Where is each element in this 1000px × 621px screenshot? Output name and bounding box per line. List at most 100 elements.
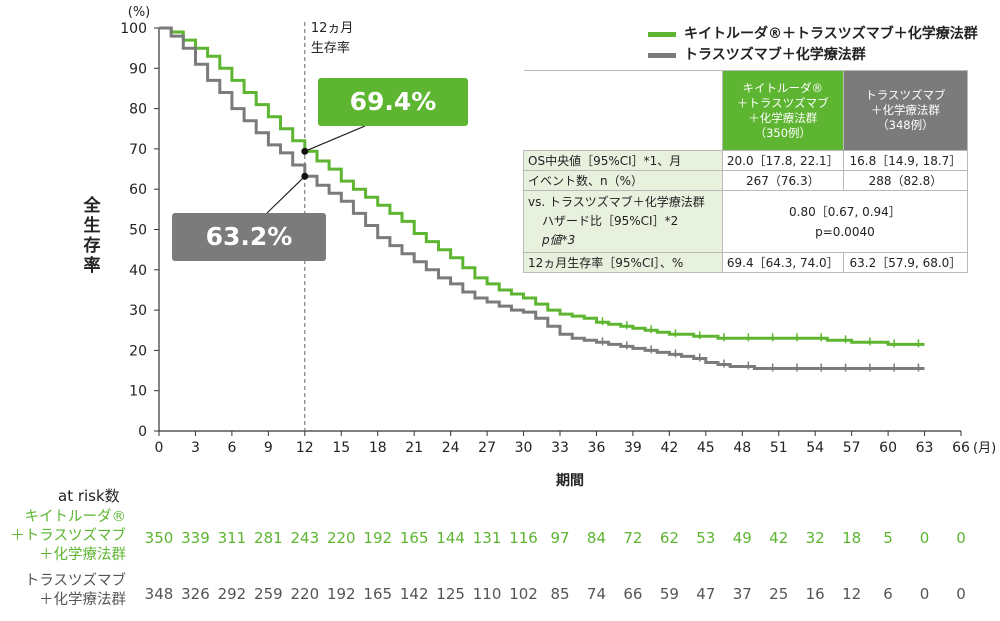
at-risk-title: at risk数 xyxy=(58,487,120,505)
legend-label-control: トラスツズマブ＋化学療法群 xyxy=(684,47,866,63)
y-unit-label: (%) xyxy=(128,5,151,20)
at-risk-value-control: 220 xyxy=(290,585,320,603)
table-row: OS中央値［95%CI］*1、月 20.0［17.8, 22.1］ 16.8［1… xyxy=(523,150,969,171)
table-header-keytruda: キイトルーダ® ＋トラスツズマブ ＋化学療法群 （350例） xyxy=(721,70,844,151)
x-tick-label: 24 xyxy=(442,440,460,456)
at-risk-value-control: 0 xyxy=(919,585,930,603)
x-tick-label: 9 xyxy=(264,440,273,456)
table-header-control: トラスツズマブ ＋化学療法群 （348例） xyxy=(842,70,969,151)
x-tick-label: 12 xyxy=(296,440,314,456)
y-tick-label: 30 xyxy=(129,303,147,319)
x-tick-label: 57 xyxy=(843,440,861,456)
at-risk-label-control: トラスツズマブ ＋化学療法群 xyxy=(24,573,126,608)
x-unit-label: (月) xyxy=(973,441,996,456)
at-risk-value-keytruda: 131 xyxy=(472,529,502,547)
callout-control: 63.2% xyxy=(172,213,326,261)
at-risk-value-control: 348 xyxy=(144,585,174,603)
at-risk-value-control: 125 xyxy=(436,585,465,603)
at-risk-value-keytruda: 311 xyxy=(217,529,247,547)
x-axis-label: 期間 xyxy=(556,473,584,489)
y-tick-label: 100 xyxy=(120,21,147,37)
x-tick-label: 3 xyxy=(191,440,200,456)
y-tick-label: 70 xyxy=(129,142,147,158)
table-row: 12ヵ月生存率［95%CI］、% 69.4［64.3, 74.0］ 63.2［5… xyxy=(523,252,969,273)
at-risk-value-control: 47 xyxy=(696,585,716,603)
x-tick-label: 33 xyxy=(551,440,569,456)
at-risk-value-control: 59 xyxy=(659,585,679,603)
legend-item-control: トラスツズマブ＋化学療法群 xyxy=(648,45,978,66)
at-risk-value-control: 326 xyxy=(181,585,210,603)
at-risk-value-keytruda: 220 xyxy=(326,529,356,547)
y-tick-label: 20 xyxy=(129,343,147,359)
table-row: イベント数、n（%） 267（76.3） 288（82.8） xyxy=(523,170,969,191)
at-risk-value-keytruda: 32 xyxy=(805,529,825,547)
at-risk-value-control: 102 xyxy=(509,585,538,603)
callout-leader-control xyxy=(266,175,306,214)
y-tick-label: 0 xyxy=(138,424,147,440)
table-row: vs. トラスツズマブ＋化学療法群 ハザード比［95%CI］*2 p値*3 0.… xyxy=(523,190,969,253)
x-tick-label: 18 xyxy=(369,440,387,456)
callout-keytruda: 69.4% xyxy=(318,78,468,126)
x-tick-label: 39 xyxy=(624,440,642,456)
at-risk-value-keytruda: 192 xyxy=(363,529,393,547)
at-risk-value-control: 12 xyxy=(842,585,862,603)
x-tick-label: 60 xyxy=(879,440,897,456)
at-risk-value-keytruda: 18 xyxy=(842,529,862,547)
x-tick-label: 42 xyxy=(660,440,678,456)
y-tick-label: 10 xyxy=(129,384,147,400)
x-tick-label: 30 xyxy=(515,440,533,456)
at-risk-value-keytruda: 5 xyxy=(883,529,893,547)
x-tick-label: 6 xyxy=(227,440,236,456)
at-risk-value-control: 110 xyxy=(472,585,502,603)
at-risk-value-control: 259 xyxy=(254,585,283,603)
y-tick-label: 80 xyxy=(129,102,147,118)
reference-line-label: 12ヵ月 xyxy=(311,21,354,36)
x-tick-label: 36 xyxy=(588,440,606,456)
point-12m-control xyxy=(301,172,309,180)
at-risk-value-keytruda: 243 xyxy=(290,529,320,547)
x-tick-label: 51 xyxy=(770,440,788,456)
point-12m-keytruda xyxy=(301,147,309,155)
at-risk-value-keytruda: 97 xyxy=(550,529,570,547)
at-risk-value-keytruda: 72 xyxy=(623,529,643,547)
at-risk-value-control: 85 xyxy=(550,585,570,603)
at-risk-value-keytruda: 350 xyxy=(144,529,174,547)
y-axis-label: 全生存率 xyxy=(83,196,101,276)
y-tick-label: 50 xyxy=(129,223,147,239)
at-risk-value-control: 6 xyxy=(883,585,893,603)
at-risk-value-keytruda: 62 xyxy=(659,529,679,547)
x-tick-label: 63 xyxy=(916,440,934,456)
y-tick-label: 60 xyxy=(129,182,147,198)
at-risk-value-keytruda: 339 xyxy=(181,529,210,547)
at-risk-label-keytruda: キイトルーダ® ＋トラスツズマブ ＋化学療法群 xyxy=(10,509,126,563)
at-risk-value-keytruda: 42 xyxy=(769,529,789,547)
at-risk-value-keytruda: 49 xyxy=(732,529,752,547)
at-risk-value-keytruda: 0 xyxy=(956,529,966,547)
at-risk-value-keytruda: 165 xyxy=(399,529,429,547)
at-risk-value-control: 16 xyxy=(805,585,825,603)
callout-leader-keytruda xyxy=(304,125,366,152)
at-risk-value-control: 0 xyxy=(956,585,966,603)
x-tick-label: 45 xyxy=(697,440,715,456)
at-risk-value-control: 292 xyxy=(217,585,247,603)
legend-label-keytruda: キイトルーダ®＋トラスツズマブ＋化学療法群 xyxy=(684,26,978,42)
at-risk-value-control: 74 xyxy=(586,585,606,603)
at-risk-value-control: 192 xyxy=(326,585,356,603)
legend-item-keytruda: キイトルーダ®＋トラスツズマブ＋化学療法群 xyxy=(648,24,978,45)
at-risk-value-keytruda: 84 xyxy=(586,529,606,547)
legend-swatch-control xyxy=(648,53,676,58)
at-risk-value-control: 25 xyxy=(769,585,789,603)
at-risk-value-keytruda: 144 xyxy=(436,529,465,547)
reference-line-label: 生存率 xyxy=(311,40,350,56)
legend: キイトルーダ®＋トラスツズマブ＋化学療法群 トラスツズマブ＋化学療法群 xyxy=(648,24,978,66)
at-risk-value-keytruda: 281 xyxy=(254,529,283,547)
y-tick-label: 90 xyxy=(129,61,147,77)
y-tick-label: 40 xyxy=(129,263,147,279)
at-risk-value-control: 142 xyxy=(399,585,429,603)
x-tick-label: 21 xyxy=(405,440,423,456)
x-tick-label: 15 xyxy=(332,440,350,456)
x-tick-label: 27 xyxy=(478,440,496,456)
at-risk-value-control: 66 xyxy=(623,585,643,603)
stats-table: キイトルーダ® ＋トラスツズマブ ＋化学療法群 （350例） トラスツズマブ ＋化学療… xyxy=(523,70,969,273)
